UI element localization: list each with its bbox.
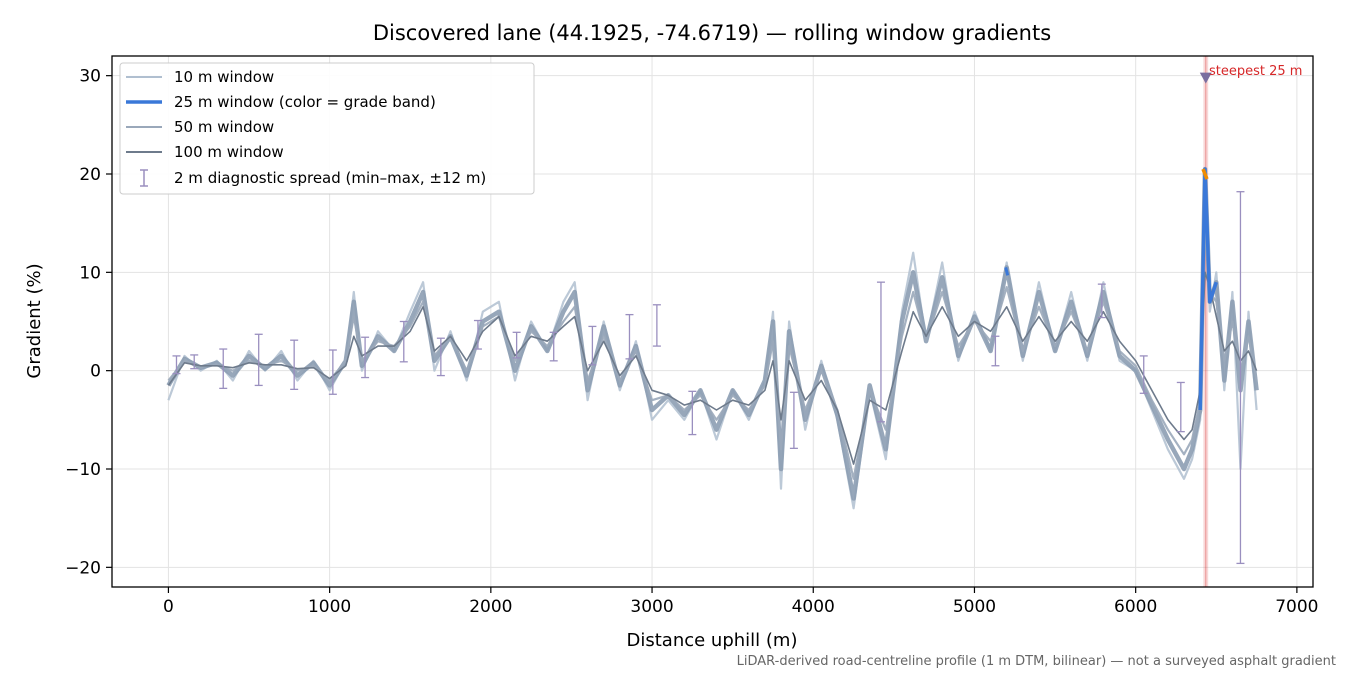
steepest-band (1203, 56, 1209, 587)
x-tick-label: 0 (163, 597, 174, 617)
steepest-annotation: steepest 25 m (1209, 64, 1302, 79)
steepest-marker (1199, 72, 1212, 84)
x-tick-label: 6000 (1114, 597, 1157, 617)
y-axis-label: Gradient (%) (24, 263, 45, 378)
spread-errorbar (219, 348, 228, 390)
spread-errorbar (361, 336, 370, 379)
legend-swatch-spread (140, 169, 148, 187)
plot-frame (111, 55, 1314, 588)
spread-errorbar (290, 339, 299, 391)
series-25m-orange-band (1201, 168, 1209, 180)
x-tick-label: 1000 (308, 597, 351, 617)
spread-errorbar (876, 281, 885, 423)
spread-errorbar (789, 391, 798, 450)
marker-layer (1199, 72, 1212, 84)
y-tick-label: 0 (90, 362, 101, 382)
legend-label-25m: 25 m window (color = grade band) (174, 93, 436, 111)
x-tick-label: 2000 (469, 597, 512, 617)
spread-errorbar (254, 333, 263, 387)
x-tick-label: 7000 (1275, 597, 1318, 617)
spread-errorbar (652, 304, 661, 347)
legend: 10 m window 25 m window (color = grade b… (119, 62, 535, 195)
legend-label-100m: 100 m window (174, 143, 284, 161)
spread-errorbar (1097, 283, 1106, 319)
spread-errorbar (1139, 355, 1148, 394)
spread-errorbar (625, 313, 634, 360)
spread-errorbar (1236, 191, 1245, 565)
steepest-band-fill (1203, 56, 1209, 587)
legend-label-50m: 50 m window (174, 118, 274, 136)
spread-errorbar (190, 354, 199, 370)
spread-errorbar (436, 337, 445, 377)
spread-errorbar (473, 319, 482, 350)
y-tick-label: 10 (79, 263, 101, 283)
y-tick-label: −20 (65, 558, 101, 578)
axis-ticks: 0 1000 2000 3000 4000 5000 6000 7000 −20 −10 0 10 20… (65, 67, 1318, 617)
footnote: LiDAR-derived road-centreline profile (1… (737, 654, 1336, 669)
spread-errorbar (1176, 381, 1185, 433)
spread-layer (172, 191, 1245, 565)
series-25m-highlight-5200 (1004, 267, 1010, 276)
series-100m-line (167, 271, 1258, 465)
x-tick-label: 5000 (953, 597, 996, 617)
spread-errorbar (512, 331, 521, 359)
legend-label-spread: 2 m diagnostic spread (min–max, ±12 m) (174, 169, 486, 187)
y-tick-label: 20 (79, 165, 101, 185)
x-axis-label: Distance uphill (m) (627, 630, 798, 651)
series-25m-highlight (1198, 167, 1218, 411)
x-tick-label: 3000 (630, 597, 673, 617)
legend-label-10m: 10 m window (174, 68, 274, 86)
series-layer (166, 166, 1259, 510)
y-tick-label: −10 (65, 460, 101, 480)
legend-box (119, 62, 535, 195)
spread-errorbar (991, 335, 1000, 367)
spread-errorbar (549, 331, 558, 362)
chart-title: Discovered lane (44.1925, -74.6719) — ro… (373, 21, 1051, 45)
x-tick-label: 4000 (792, 597, 835, 617)
spread-errorbar (328, 349, 337, 395)
spread-errorbar (399, 320, 408, 363)
spread-errorbar (688, 390, 697, 436)
spread-errorbar (588, 325, 597, 366)
spread-errorbar (172, 355, 181, 375)
y-tick-label: 30 (79, 67, 101, 87)
